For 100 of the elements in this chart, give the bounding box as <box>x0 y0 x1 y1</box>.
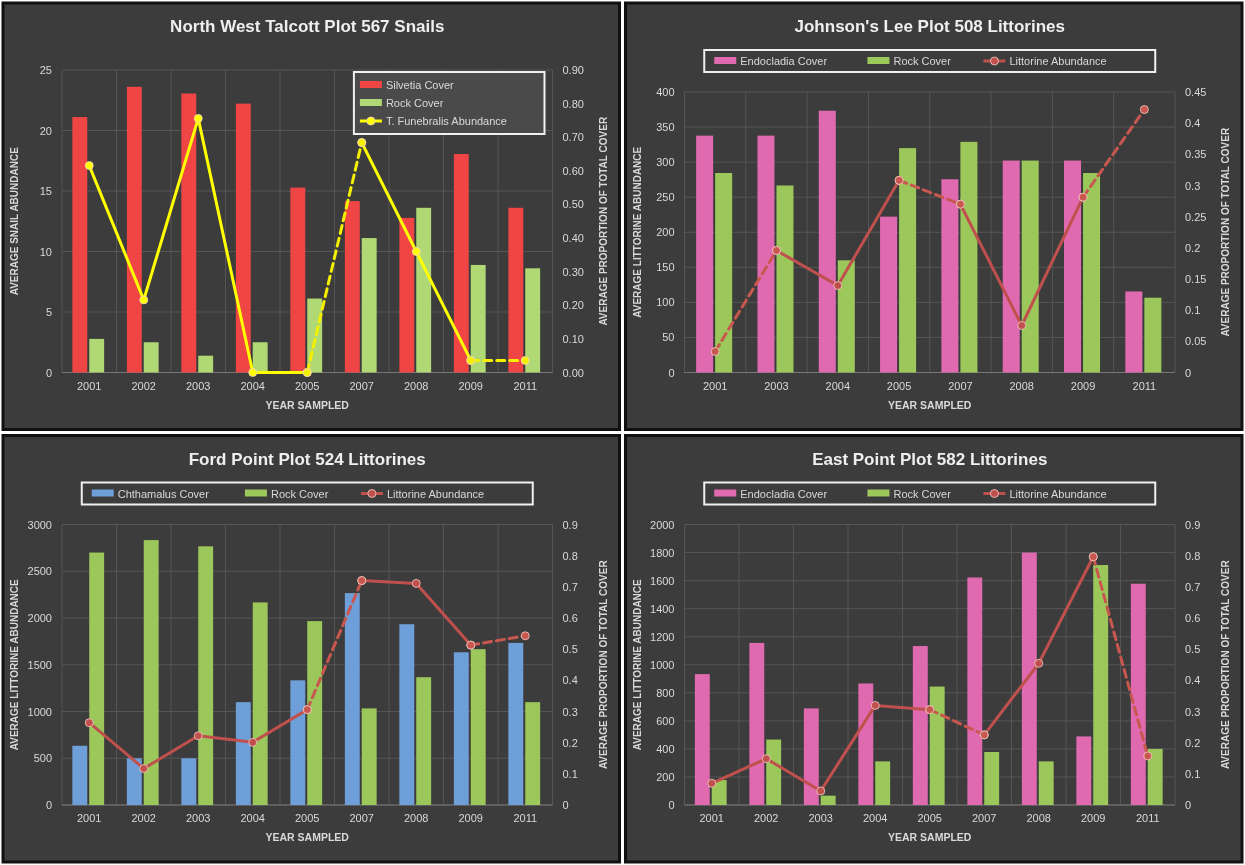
y2-tick-label: 0.8 <box>1185 549 1201 562</box>
y-tick-label: 800 <box>656 686 675 699</box>
chart-title: Johnson's Lee Plot 508 Littorines <box>794 17 1065 36</box>
y2-tick-label: 0.1 <box>562 767 578 780</box>
y2-tick-label: 0.3 <box>1185 179 1201 192</box>
y-tick-label: 600 <box>656 714 675 727</box>
x-tick-label: 2002 <box>754 812 779 824</box>
y-tick-label: 2000 <box>650 518 675 531</box>
x-tick-label: 2005 <box>917 812 942 824</box>
legend-label: Chthamalus Cover <box>117 487 210 500</box>
y-tick-label: 0 <box>45 366 52 379</box>
y-axis-title: AVERAGE SNAIL ABUNDANCE <box>9 146 20 296</box>
y2-tick-label: 0.4 <box>562 674 578 687</box>
y2-tick-label: 0.25 <box>1185 210 1207 223</box>
x-tick-label: 2004 <box>825 379 851 392</box>
x-tick-label: 2001 <box>699 812 724 824</box>
legend-label: Littorine Abundance <box>1009 55 1107 67</box>
y2-tick-label: 0.15 <box>1185 273 1207 285</box>
x-tick-label: 2001 <box>77 379 102 392</box>
y2-tick-label: 0.35 <box>1185 148 1207 161</box>
x-tick-label: 2009 <box>458 812 483 824</box>
y2-tick-label: 0.05 <box>1185 335 1207 348</box>
x-axis-title: YEAR SAMPLED <box>265 398 350 411</box>
y2-tick-label: 0.6 <box>562 612 578 624</box>
y-tick-label: 1000 <box>650 658 675 671</box>
legend-label: Rock Cover <box>385 97 444 109</box>
y2-tick-label: 0.6 <box>1185 612 1201 624</box>
x-tick-label: 2003 <box>186 379 211 392</box>
x-tick-label: 2003 <box>808 812 833 824</box>
y-tick-label: 300 <box>656 156 675 169</box>
x-tick-label: 2007 <box>972 812 997 824</box>
x-tick-label: 2002 <box>131 379 156 392</box>
legend-label: Rock Cover <box>893 55 952 67</box>
x-tick-label: 2005 <box>295 379 320 392</box>
y-tick-label: 1000 <box>27 705 52 718</box>
x-tick-label: 2003 <box>764 379 789 392</box>
y2-tick-label: 0.40 <box>562 232 584 245</box>
x-tick-label: 2003 <box>186 812 211 824</box>
y2-tick-label: 0.3 <box>1185 705 1201 718</box>
y2-tick-label: 0.3 <box>562 705 578 718</box>
y2-tick-label: 0.30 <box>562 265 584 278</box>
x-tick-label: 2004 <box>240 812 265 824</box>
legend-label: Littorine Abundance <box>386 487 485 500</box>
y-tick-label: 20 <box>39 124 52 137</box>
y-axis-title: AVERAGE LITTORINE ABUNDANCE <box>631 578 643 751</box>
y-tick-label: 400 <box>656 86 675 98</box>
y-tick-label: 350 <box>656 121 675 134</box>
y-tick-label: 500 <box>33 752 52 765</box>
y2-tick-label: 0.4 <box>1185 117 1201 130</box>
y-tick-label: 0 <box>45 799 52 811</box>
legend-label: Littorine Abundance <box>1009 487 1107 500</box>
y2-tick-label: 0.60 <box>562 164 584 177</box>
chart-title: North West Talcott Plot 567 Snails <box>170 17 445 36</box>
y-axis-title: AVERAGE LITTORINE ABUNDANCE <box>631 146 643 318</box>
y2-tick-label: 0.20 <box>562 299 584 312</box>
legend-label: Rock Cover <box>893 487 952 500</box>
y2-axis-title: AVERAGE PROPORTION OF TOTAL COVER <box>597 116 609 326</box>
y2-tick-label: 0.1 <box>1185 767 1201 780</box>
y-tick-label: 400 <box>656 742 675 755</box>
y2-axis-title: AVERAGE PROPORTION OF TOTAL COVER <box>597 559 609 770</box>
y2-tick-label: 0.1 <box>1185 304 1201 317</box>
y2-tick-label: 0.70 <box>562 131 584 144</box>
y2-tick-label: 0 <box>562 799 569 811</box>
y-tick-label: 1500 <box>27 658 52 671</box>
y-tick-label: 2500 <box>27 565 52 578</box>
y2-tick-label: 0.00 <box>562 366 584 379</box>
x-tick-label: 2002 <box>131 812 156 824</box>
y-tick-label: 0 <box>668 799 675 811</box>
y-tick-label: 250 <box>656 191 675 204</box>
x-tick-label: 2009 <box>1070 379 1096 392</box>
y-tick-label: 1800 <box>650 546 675 559</box>
x-tick-label: 2011 <box>1135 812 1160 824</box>
y2-tick-label: 0.7 <box>1185 580 1201 593</box>
x-axis-title: YEAR SAMPLED <box>888 398 972 411</box>
y-tick-label: 1400 <box>650 602 675 615</box>
y-tick-label: 25 <box>39 64 52 76</box>
x-tick-label: 2001 <box>77 812 102 824</box>
x-tick-label: 2005 <box>886 379 912 392</box>
x-tick-label: 2001 <box>702 379 728 392</box>
y2-tick-label: 0.2 <box>562 736 578 749</box>
x-tick-label: 2011 <box>1132 379 1157 392</box>
legend-label: Endocladia Cover <box>740 487 828 500</box>
chart-title: Ford Point Plot 524 Littorines <box>188 449 426 469</box>
y2-tick-label: 0.4 <box>1185 674 1201 687</box>
y2-tick-label: 0.45 <box>1185 86 1207 98</box>
legend-label: T. Funebralis Abundance <box>385 115 507 127</box>
y-tick-label: 0 <box>668 366 675 379</box>
x-tick-label: 2005 <box>295 812 320 824</box>
legend-label: Silvetia Cover <box>385 79 455 91</box>
y-tick-label: 200 <box>656 770 675 783</box>
y-tick-label: 1600 <box>650 574 675 587</box>
y2-tick-label: 0.9 <box>562 518 578 531</box>
x-tick-label: 2008 <box>1009 379 1034 392</box>
x-tick-label: 2007 <box>948 379 973 392</box>
y2-tick-label: 0.7 <box>562 580 578 593</box>
x-tick-label: 2011 <box>513 379 538 392</box>
y-tick-label: 2000 <box>27 612 52 624</box>
y-axis-title: AVERAGE LITTORINE ABUNDANCE <box>9 578 20 751</box>
y-tick-label: 15 <box>39 185 52 197</box>
x-tick-label: 2007 <box>349 379 374 392</box>
